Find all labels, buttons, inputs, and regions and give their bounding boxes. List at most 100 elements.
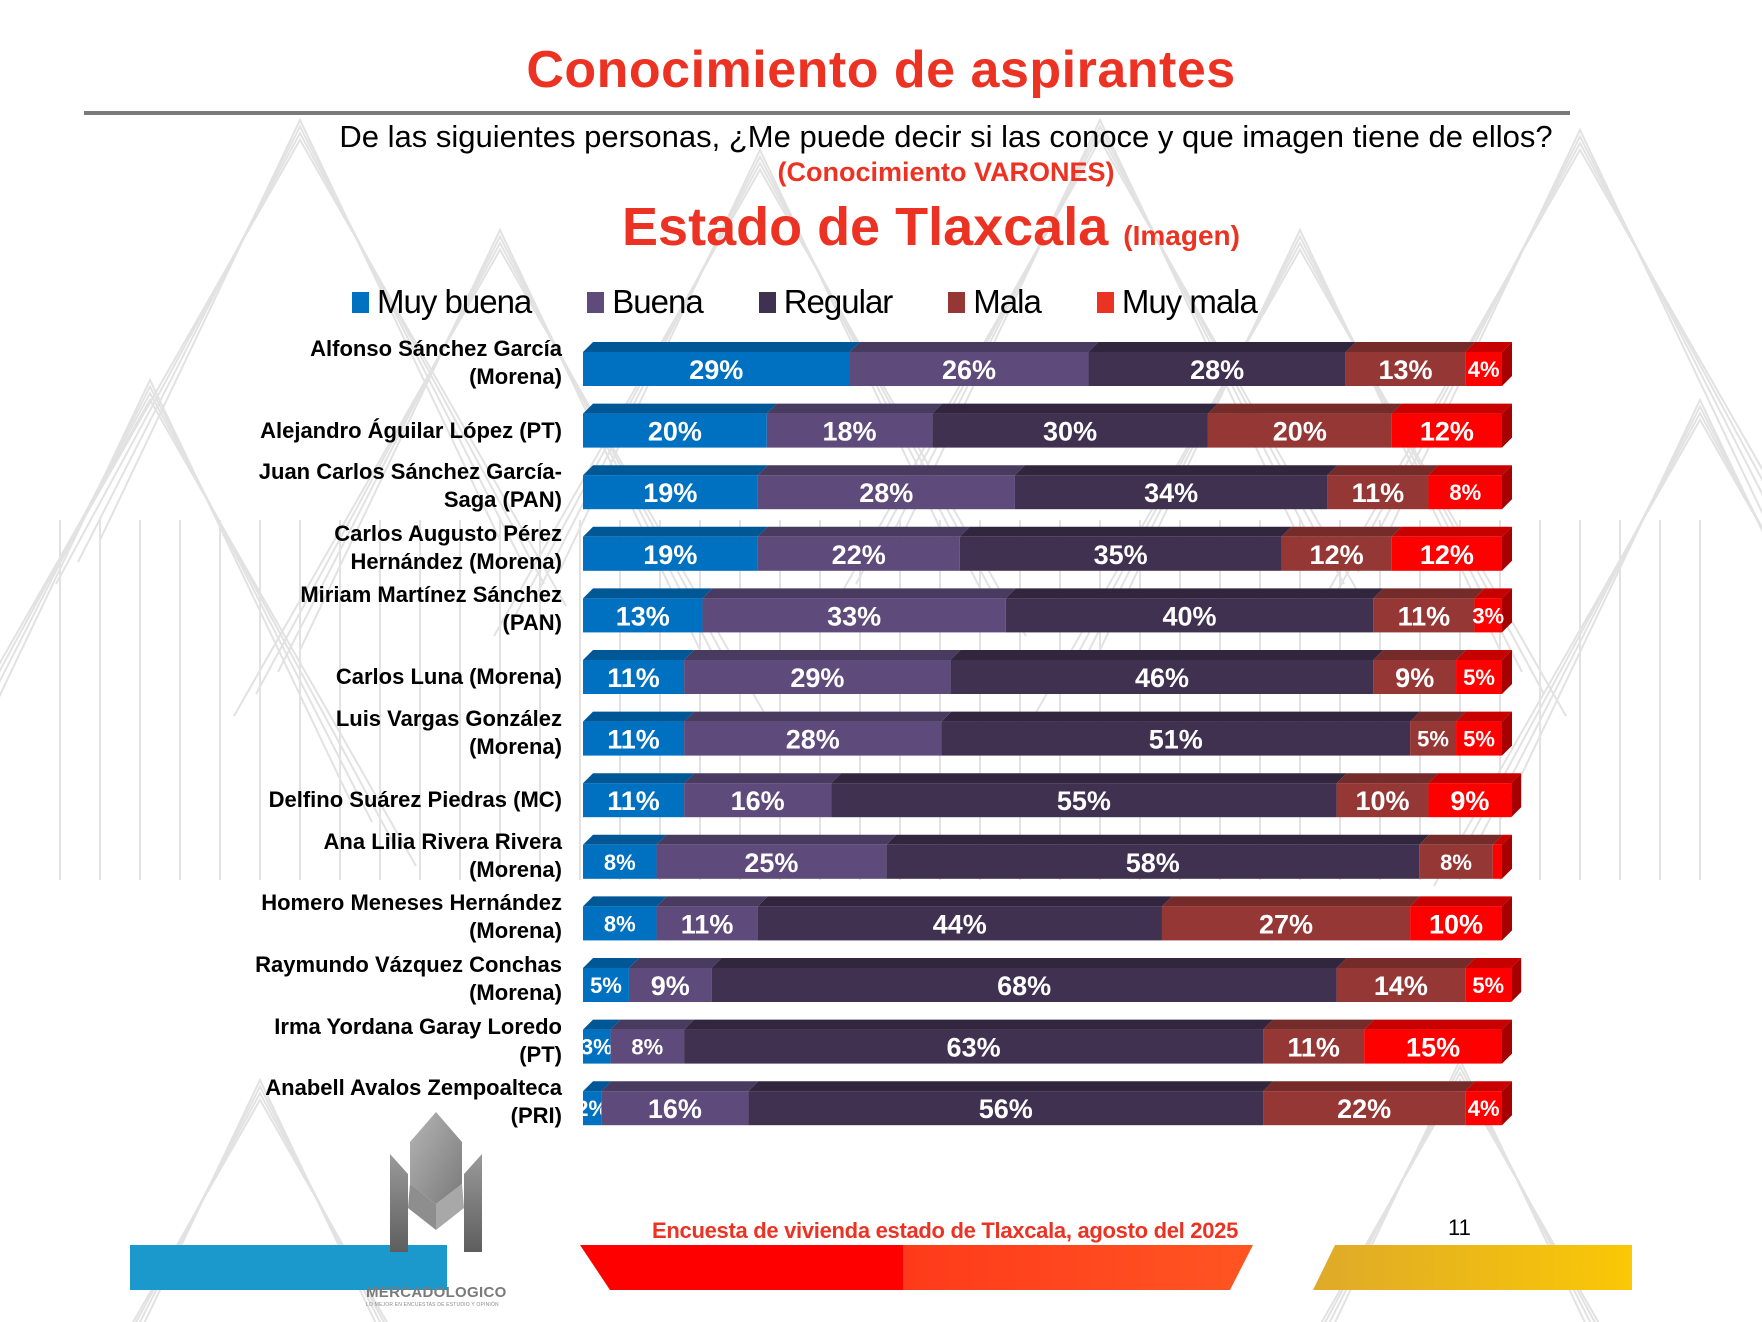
bar-top-face xyxy=(583,465,768,476)
bar-top-face xyxy=(757,526,970,537)
bar-top-face xyxy=(702,588,1016,599)
bar-front-face xyxy=(1263,1091,1466,1126)
mercadologico-logo-icon xyxy=(390,1112,482,1252)
bar-row: 8% 11% 44% 27% 10% xyxy=(583,896,1512,941)
bar-segment-regular: 55% xyxy=(831,773,1347,818)
data-label: 12% xyxy=(1420,540,1474,570)
bar-segment-mala: 27% xyxy=(1161,896,1421,941)
bar-segment-regular: 30% xyxy=(932,403,1218,448)
bar-front-face xyxy=(583,968,629,1002)
data-label: 8% xyxy=(604,850,636,875)
bar-segment-regular: 44% xyxy=(757,896,1172,941)
bar-segment-muy-mala xyxy=(1492,834,1512,879)
title-divider xyxy=(84,111,1570,115)
legend-item-muy-mala: Muy mala xyxy=(1096,283,1258,321)
bar-segment-muy-buena: 3% xyxy=(581,1019,621,1064)
category-label-line: Irma Yordana Garay Loredo xyxy=(274,1013,562,1039)
bar-top-face xyxy=(628,958,722,968)
data-label: 29% xyxy=(689,355,743,385)
data-label: 3% xyxy=(581,1035,613,1060)
bar-top-face xyxy=(1263,1019,1375,1030)
bar-front-face xyxy=(1465,352,1502,386)
category-label-line: Carlos Luna (Morena) xyxy=(335,664,562,689)
bar-segment-regular: 40% xyxy=(1005,588,1384,633)
data-label: 35% xyxy=(1094,540,1148,570)
category-label: Raymundo Vázquez Conchas (Morena) xyxy=(162,951,570,1007)
bar-segment-mala: 11% xyxy=(1373,588,1485,633)
legend-item-regular: Regular xyxy=(758,283,893,321)
bar-segment-muy-mala: 12% xyxy=(1391,526,1512,571)
bar-front-face xyxy=(1428,475,1502,510)
category-label: Homero Meneses Hernández (Morena) xyxy=(162,889,570,945)
bar-top-face xyxy=(1014,465,1338,476)
bar-segment-muy-buena: 11% xyxy=(583,711,695,756)
bar-segment-regular: 68% xyxy=(711,958,1347,1002)
data-label: 12% xyxy=(1310,540,1364,570)
bar-segment-muy-mala: 8% xyxy=(1428,465,1512,510)
data-label: 4% xyxy=(1468,1096,1500,1121)
data-label: 13% xyxy=(616,601,670,631)
category-label-line: (PRI) xyxy=(510,1103,562,1129)
bar-side-face xyxy=(1502,650,1512,694)
data-label: 28% xyxy=(859,478,913,508)
bar-front-face xyxy=(757,536,960,571)
bar-segment-muy-mala: 4% xyxy=(1465,1081,1512,1126)
bar-front-face xyxy=(932,413,1208,448)
bar-segment-regular: 34% xyxy=(1014,465,1338,510)
bar-front-face xyxy=(886,844,1420,879)
legend-item-muy-buena: Muy buena xyxy=(352,283,532,321)
category-label-line: Ana Lilia Rivera Rivera xyxy=(323,828,562,854)
data-label: 28% xyxy=(786,725,840,755)
bar-front-face xyxy=(1336,783,1429,818)
bar-front-face xyxy=(702,598,1006,633)
bar-top-face xyxy=(583,773,695,784)
bar-segment-buena: 28% xyxy=(684,711,952,756)
bar-row: 8% 25% 58% 8% xyxy=(583,834,1512,879)
data-label: 11% xyxy=(607,725,660,755)
data-label: 11% xyxy=(681,909,734,939)
bar-front-face xyxy=(959,536,1282,571)
bar-segment-muy-buena: 19% xyxy=(583,465,768,510)
bar-top-face xyxy=(1428,773,1522,784)
legend-item-buena: Buena xyxy=(587,283,704,321)
bar-side-face xyxy=(1511,958,1522,1002)
bar-segment-muy-buena: 11% xyxy=(583,773,695,818)
bar-side-face xyxy=(1511,773,1522,818)
category-label-line: (Morena) xyxy=(469,918,562,944)
bar-top-face xyxy=(1465,342,1512,352)
bar-top-face xyxy=(583,588,713,599)
data-label: 44% xyxy=(933,909,987,939)
category-label: Miriam Martínez Sánchez (PAN) xyxy=(162,581,570,637)
bar-front-face xyxy=(1456,721,1502,756)
legend-swatch xyxy=(587,291,605,313)
legend-swatch xyxy=(948,291,966,313)
data-label: 4% xyxy=(1468,357,1500,382)
bar-segment-mala: 10% xyxy=(1336,773,1439,818)
data-label: 46% xyxy=(1135,663,1189,693)
bar-segment-muy-mala: 10% xyxy=(1410,896,1512,941)
bar-segment-buena: 22% xyxy=(757,526,970,571)
bar-segment-mala: 14% xyxy=(1336,958,1476,1002)
bar-top-face xyxy=(583,896,667,907)
category-label-line: Juan Carlos Sánchez García- xyxy=(258,459,562,485)
category-label-line: (Morena) xyxy=(469,980,562,1005)
bar-front-face xyxy=(583,1029,611,1064)
category-label-line: (Morena) xyxy=(469,364,562,389)
bar-side-face xyxy=(1502,711,1512,756)
data-label: 68% xyxy=(997,971,1051,1001)
bar-top-face xyxy=(1327,465,1439,476)
bar-front-face xyxy=(583,721,685,756)
data-label: 14% xyxy=(1374,971,1428,1001)
bar-top-face xyxy=(1428,465,1512,476)
bar-front-face xyxy=(1263,1029,1365,1064)
data-label: 55% xyxy=(1057,786,1111,816)
bar-top-face xyxy=(656,834,897,845)
bar-top-face xyxy=(1161,896,1421,907)
bar-top-face xyxy=(583,958,639,968)
data-label: 5% xyxy=(1463,727,1495,752)
bar-front-face xyxy=(583,352,850,386)
category-label-line: Saga (PAN) xyxy=(443,487,562,513)
bar-top-face xyxy=(583,342,860,352)
category-label-line: Luis Vargas González xyxy=(335,705,562,731)
category-label: Carlos Luna (Morena) xyxy=(162,663,570,691)
